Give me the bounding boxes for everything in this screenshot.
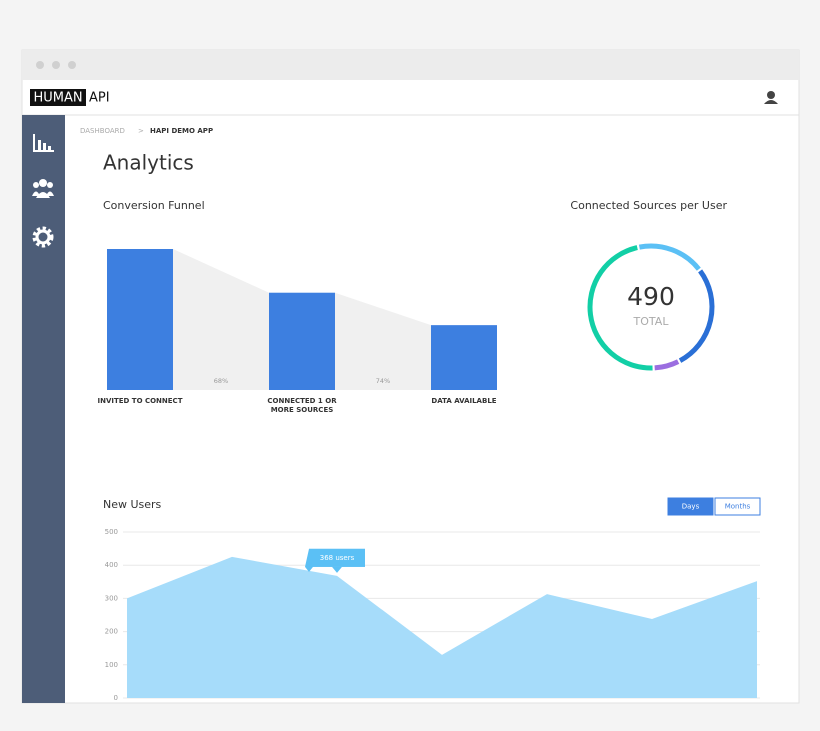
funnel-bar: [107, 249, 173, 390]
funnel-bar: [269, 292, 335, 390]
y-tick-label: 300: [105, 594, 118, 602]
donut-segment: [587, 245, 653, 371]
brand-box: [30, 89, 86, 106]
chart-title: New Users: [103, 498, 162, 511]
conversion-rate: 74%: [376, 377, 390, 385]
funnel-connector: [173, 249, 269, 390]
sidebar: [22, 115, 65, 703]
window-dot[interactable]: [36, 61, 44, 69]
funnel-connector: [335, 292, 431, 390]
user-icon[interactable]: [764, 91, 778, 104]
chart-title: Conversion Funnel: [103, 199, 205, 212]
breadcrumb-item: HAPI DEMO APP: [150, 127, 213, 135]
y-tick-label: 100: [105, 661, 118, 669]
y-tick-label: 0: [114, 694, 118, 702]
donut-total: 490: [627, 282, 675, 311]
donut-segment: [638, 243, 701, 271]
donut-segment: [654, 359, 680, 371]
toggle-button[interactable]: [714, 497, 761, 516]
window-dot[interactable]: [52, 61, 60, 69]
category-label: INVITED TO CONNECT: [97, 397, 183, 405]
breadcrumb-item[interactable]: DASHBOARD: [80, 127, 125, 135]
toggle-button-label[interactable]: Days: [682, 503, 700, 511]
area: [127, 556, 757, 698]
chart-title: Connected Sources per User: [570, 199, 727, 212]
category-label: DATA AVAILABLE: [431, 397, 497, 405]
category-label: CONNECTED 1 OR MORE SOURCES: [267, 397, 337, 414]
funnel-bar: [431, 325, 497, 390]
donut-segment: [678, 269, 715, 363]
window-dot[interactable]: [68, 61, 76, 69]
settings-icon[interactable]: [32, 226, 54, 248]
toggle-button-label[interactable]: Months: [725, 503, 751, 511]
title-bar: [22, 50, 799, 80]
page-title: Analytics: [103, 151, 194, 175]
toggle-button[interactable]: [667, 497, 714, 516]
y-tick-label: 200: [105, 628, 118, 636]
analytics-icon[interactable]: [33, 134, 54, 152]
donut-total-label: TOTAL: [633, 315, 670, 328]
brand[interactable]: HUMAN: [33, 91, 82, 106]
tooltip-label: 368 users: [320, 554, 355, 562]
tooltip-pointer: [332, 566, 342, 573]
y-tick-label: 500: [105, 528, 118, 536]
tooltip-box: [309, 548, 365, 567]
y-tick-label: 400: [105, 561, 118, 569]
conversion-rate: 68%: [214, 377, 228, 385]
product: API: [89, 91, 110, 106]
breadcrumb-separator: >: [138, 127, 144, 135]
users-icon[interactable]: [32, 179, 54, 198]
